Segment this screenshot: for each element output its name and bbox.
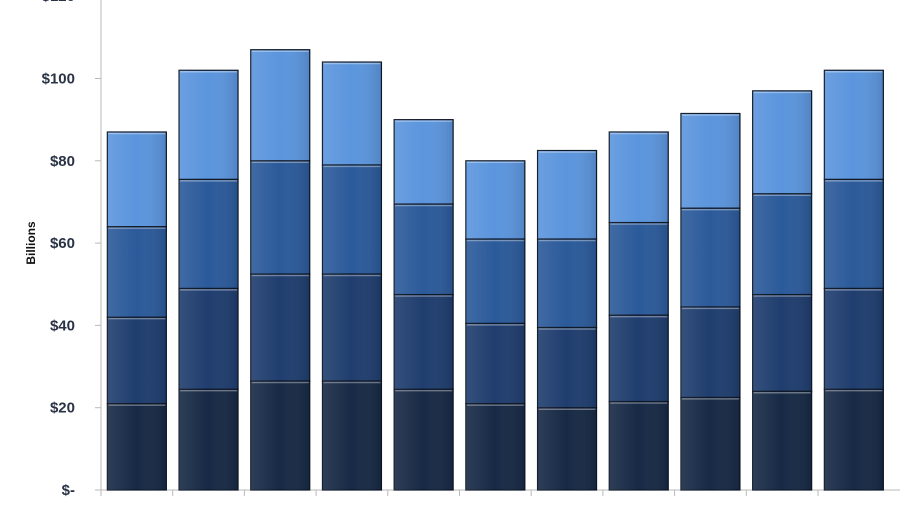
- y-tick-label: $60: [50, 235, 75, 252]
- bar-segment-shading: [465, 323, 525, 404]
- bar-segment-shading: [322, 164, 382, 274]
- bar-segment-shading: [322, 273, 382, 381]
- bar-segment-shading: [537, 327, 597, 408]
- bar-segment-shading: [824, 179, 884, 289]
- bar-segment-shading: [537, 407, 597, 490]
- bar-segment-shading: [179, 389, 239, 490]
- bar-segment-shading: [107, 226, 167, 318]
- bar-segment-shading: [179, 288, 239, 390]
- bar-segment-shading: [250, 160, 310, 274]
- bar-segment-shading: [394, 389, 454, 490]
- bar-segment-shading: [824, 70, 884, 180]
- bar-segment-shading: [465, 160, 525, 239]
- bar-segment-shading: [250, 49, 310, 161]
- bar-segment-shading: [394, 294, 454, 390]
- bar-segment-shading: [465, 403, 525, 490]
- bar-segment-shading: [394, 119, 454, 205]
- bar-segment-shading: [322, 62, 382, 165]
- bar-segment-shading: [752, 90, 812, 194]
- bars: [106, 49, 884, 491]
- y-tick-label: $120: [42, 0, 75, 5]
- bar-segment-shading: [680, 113, 740, 209]
- bar-segment-shading: [680, 208, 740, 307]
- y-tick-label: $80: [50, 153, 75, 170]
- bar-segment-shading: [752, 294, 812, 392]
- bar-segment-shading: [179, 70, 239, 180]
- bar-segment-shading: [609, 222, 669, 316]
- bar-segment-shading: [680, 306, 740, 398]
- y-tick-label: $40: [50, 317, 75, 334]
- bar-segment-shading: [752, 391, 812, 490]
- bar-segment-shading: [824, 288, 884, 390]
- y-tick-label: $20: [50, 400, 75, 417]
- y-tick-label: $100: [42, 71, 75, 88]
- bar-segment-shading: [537, 238, 597, 328]
- bar-segment-shading: [179, 179, 239, 289]
- bar-segment-shading: [609, 131, 669, 223]
- bar-segment-shading: [609, 401, 669, 490]
- bar-segment-shading: [824, 389, 884, 490]
- bar-segment-shading: [680, 397, 740, 490]
- bar-segment-shading: [250, 273, 310, 381]
- bar-segment-shading: [322, 380, 382, 490]
- bar-segment-shading: [752, 193, 812, 295]
- bar-segment-shading: [107, 131, 167, 227]
- bar-segment-shading: [465, 238, 525, 324]
- y-tick-label: $-: [62, 482, 75, 499]
- labels: $- $20 $40 $60 $80 $100 $120 Billions: [24, 0, 75, 499]
- bar-segment-shading: [537, 150, 597, 239]
- y-axis-title: Billions: [24, 221, 38, 265]
- bar-segment-shading: [107, 317, 167, 404]
- bar-segment-shading: [394, 204, 454, 295]
- bar-segment-shading: [609, 315, 669, 402]
- bar-segment-shading: [250, 380, 310, 490]
- bar-segment-shading: [107, 403, 167, 490]
